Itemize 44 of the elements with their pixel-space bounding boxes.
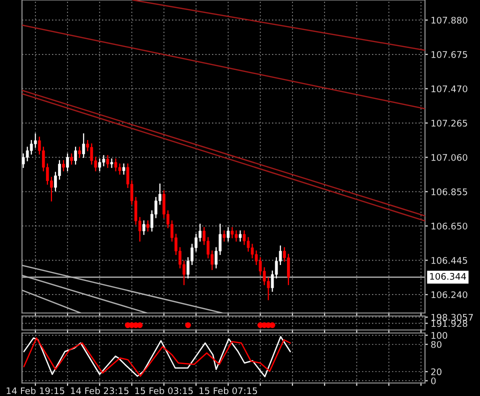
candlestick	[26, 146, 29, 162]
candlestick	[226, 227, 230, 242]
y-tick-label: 0	[431, 377, 436, 384]
y-tick-label: 106.855	[432, 188, 468, 196]
y-tick-label: 20	[431, 368, 442, 376]
x-tick-label: 14 Feb 19:15	[6, 387, 64, 394]
ref-line-label: 106.344	[430, 272, 466, 280]
candlestick	[102, 155, 106, 166]
candlestick	[114, 158, 118, 172]
candlestick	[110, 158, 114, 168]
y-tick-label: 198.3057	[432, 314, 473, 321]
candlestick	[222, 230, 226, 242]
y-tick-label: 100	[432, 332, 448, 339]
candlestick	[70, 153, 73, 165]
candlestick	[234, 230, 238, 242]
y-tick-label: 107.060	[432, 154, 468, 161]
candlestick	[30, 140, 33, 155]
x-tick-label: 14 Feb 23:15	[71, 387, 128, 394]
candlestick	[78, 146, 81, 158]
candlestick	[22, 153, 25, 168]
candlestick	[74, 146, 77, 165]
candlestick	[146, 220, 150, 232]
candlestick	[230, 227, 234, 238]
candlestick	[62, 160, 65, 172]
y-tick-label: 107.265	[432, 120, 468, 127]
candlestick	[90, 143, 94, 165]
y-tick-label: 80	[431, 341, 442, 348]
candlestick	[34, 133, 37, 148]
candlestick	[82, 133, 86, 158]
y-tick-label: 106.650	[432, 222, 468, 230]
y-tick-label: 107.675	[432, 51, 468, 58]
y-tick-label: 107.880	[432, 16, 468, 24]
candlestick	[142, 220, 146, 235]
candlestick	[98, 158, 102, 172]
y-tick-label: 106.445	[432, 257, 468, 264]
candlestick	[287, 254, 290, 286]
candlestick	[122, 163, 126, 175]
y-tick-label: 107.470	[432, 85, 468, 92]
candlestick	[66, 153, 69, 172]
candlestick	[238, 230, 242, 242]
x-tick-label: 15 Feb 07:15	[200, 387, 258, 394]
x-tick-label: 15 Feb 03:15	[135, 387, 193, 394]
y-tick-label: 106.240	[432, 291, 468, 298]
candlestick	[106, 155, 110, 168]
